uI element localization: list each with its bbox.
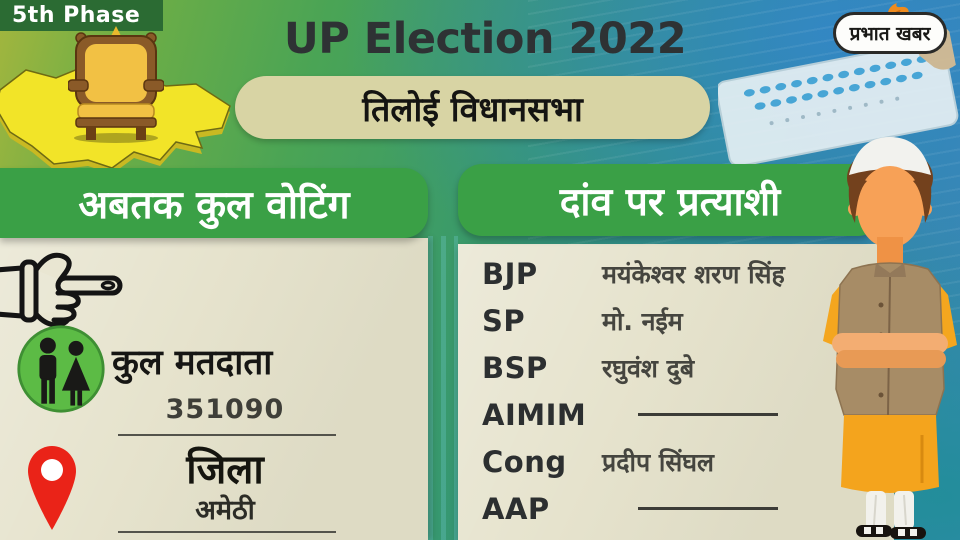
party-label: AAP [482,491,550,526]
blank-line [638,507,778,510]
candidate-row: BSP रघुवंश दुबे [482,344,886,391]
candidate-name: प्रदीप सिंघल [602,447,714,477]
logo-text: प्रभात खबर [833,12,947,54]
district-label: जिला [186,447,264,493]
candidate-name: रघुवंश दुबे [602,353,695,383]
total-voters-value: 351090 [165,394,285,425]
left-panel-heading: अबतक कुल वोटिंग [0,168,428,238]
candidate-name: मो. नईम [602,306,683,336]
party-label: SP [482,303,526,338]
man-woman-icon [17,325,105,413]
underline [118,531,336,533]
phase-badge: 5th Phase [0,0,163,31]
page-title: UP Election 2022 [283,14,687,64]
pointing-hand-icon [0,252,123,328]
location-pin-icon [28,446,76,530]
district-value: अमेठी [195,495,255,526]
underline [118,434,336,436]
candidate-name: मयंकेश्वर शरण सिंह [602,259,785,289]
blank-line [638,413,778,416]
politician-illustration [823,137,957,539]
voting-stats-panel: कुल मतदाता 351090 जिला अमेठी [0,238,428,540]
candidate-row: BJP मयंकेश्वर शरण सिंह [482,250,886,297]
right-panel-heading: दांव पर प्रत्याशी [458,164,882,236]
candidate-row: SP मो. नईम [482,297,886,344]
total-voters-label: कुल मतदाता [112,343,273,383]
candidate-list: BJP मयंकेश्वर शरण सिंह SP मो. नईम BSP रघ… [482,250,886,532]
party-label: Cong [482,444,567,479]
candidate-row: AAP [482,485,886,532]
party-label: AIMIM [482,397,587,432]
throne-illustration [68,26,164,143]
candidates-panel: BJP मयंकेश्वर शरण सिंह SP मो. नईम BSP रघ… [458,244,894,540]
voting-machine-illustration [718,28,959,167]
panel-gap-texture [428,236,458,540]
party-label: BSP [482,350,548,385]
party-label: BJP [482,256,538,291]
prabhat-khabar-logo: प्रभात खबर [833,3,947,54]
constituency-pill: तिलोई विधानसभा [235,76,710,139]
candidate-row: Cong प्रदीप सिंघल [482,438,886,485]
candidate-row: AIMIM [482,391,886,438]
